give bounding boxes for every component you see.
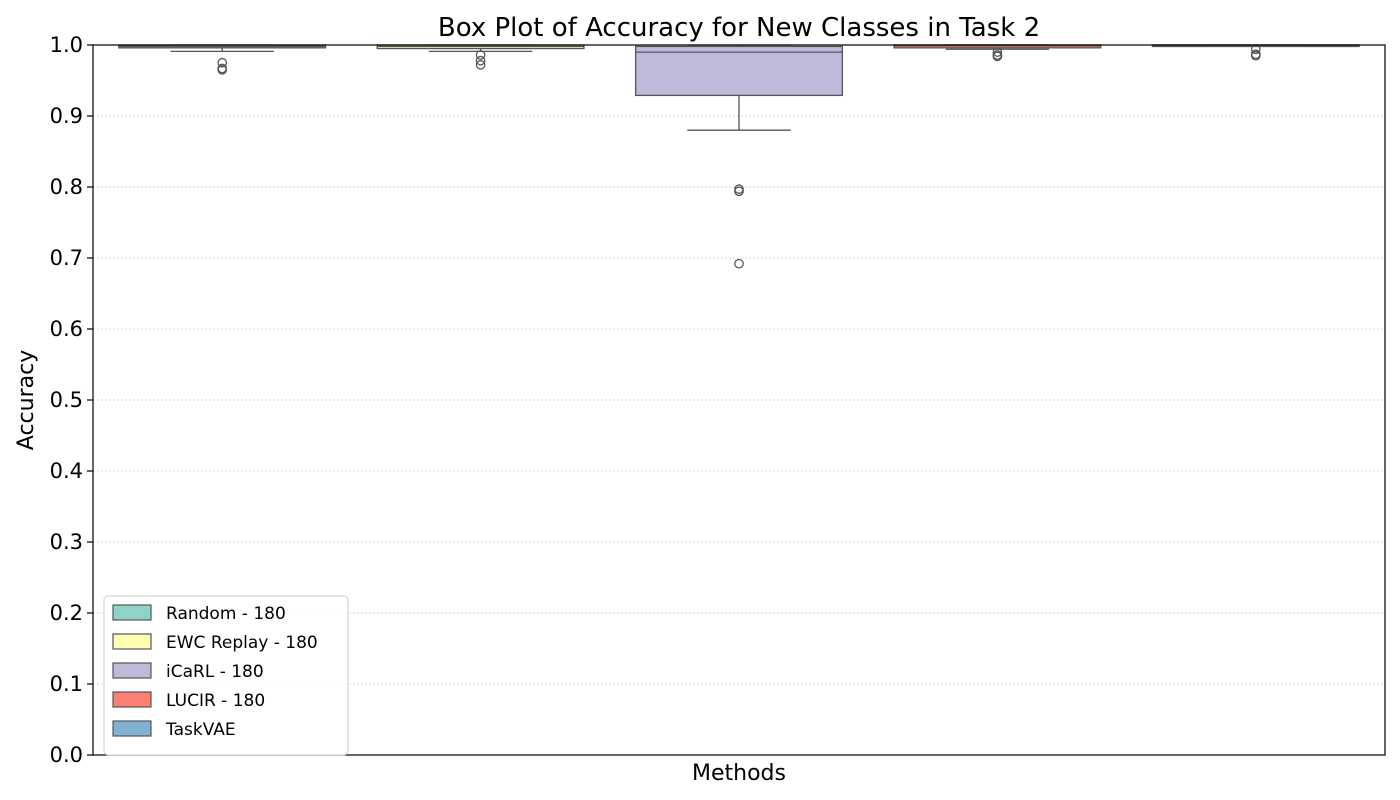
y-tick-label: 1.0 (50, 33, 83, 57)
y-tick-label: 0.7 (50, 246, 83, 270)
box-random-180 (118, 44, 327, 75)
legend-swatch (112, 720, 152, 737)
outlier-point (217, 57, 228, 68)
legend-item: iCaRL - 180 (112, 662, 264, 682)
legend-swatch (112, 662, 152, 679)
legend-item: EWC Replay - 180 (112, 633, 318, 653)
y-tick-label: 0.0 (50, 743, 83, 767)
legend-swatch (112, 633, 152, 650)
outlier-point (475, 50, 486, 60)
box-icarl-180 (634, 44, 844, 269)
y-tick-layer: 0.0 0.1 0.2 0.3 0.4 0.5 0.6 0.7 0.8 0.9 1.0 (50, 33, 93, 767)
x-axis-label: Methods (692, 761, 786, 786)
legend-label: Random - 180 (166, 604, 286, 624)
y-axis-label: Accuracy (14, 350, 39, 450)
outlier-point (217, 65, 228, 75)
legend-item: LUCIR - 180 (112, 691, 265, 711)
legend-item: Random - 180 (112, 604, 286, 624)
y-tick-label: 0.5 (50, 388, 83, 412)
legend-item: TaskVAE (112, 720, 236, 740)
legend-label: LUCIR - 180 (166, 691, 265, 711)
box-layer (118, 44, 1360, 269)
y-tick-label: 0.2 (50, 601, 83, 625)
outlier-point (475, 55, 486, 66)
y-tick-label: 0.6 (50, 317, 83, 341)
y-tick-label: 0.3 (50, 530, 83, 554)
legend-swatch (112, 604, 152, 621)
y-tick-label: 0.9 (50, 104, 83, 128)
y-tick-label: 0.4 (50, 459, 83, 483)
legend-label: EWC Replay - 180 (166, 633, 318, 653)
chart-title: Box Plot of Accuracy for New Classes in … (438, 13, 1040, 43)
outlier-point (992, 51, 1003, 62)
legend-swatch (112, 691, 152, 708)
y-tick-label: 0.1 (50, 672, 83, 696)
outlier-point (734, 258, 744, 269)
outlier-point (475, 60, 486, 70)
y-tick-label: 0.8 (50, 175, 83, 199)
iqr-box (634, 45, 844, 97)
legend-label: iCaRL - 180 (166, 662, 264, 682)
legend-label: TaskVAE (165, 720, 236, 740)
outlier-point (734, 186, 744, 197)
box-lucir-180 (893, 44, 1102, 62)
legend-frame (103, 595, 349, 756)
box-ewc-replay-180 (376, 44, 585, 70)
box-taskvae (1151, 44, 1360, 61)
outlier-point (1250, 50, 1261, 61)
outlier-point (992, 47, 1003, 57)
legend: Random - 180 EWC Replay - 180 iCaRL - 180 L… (103, 595, 349, 756)
